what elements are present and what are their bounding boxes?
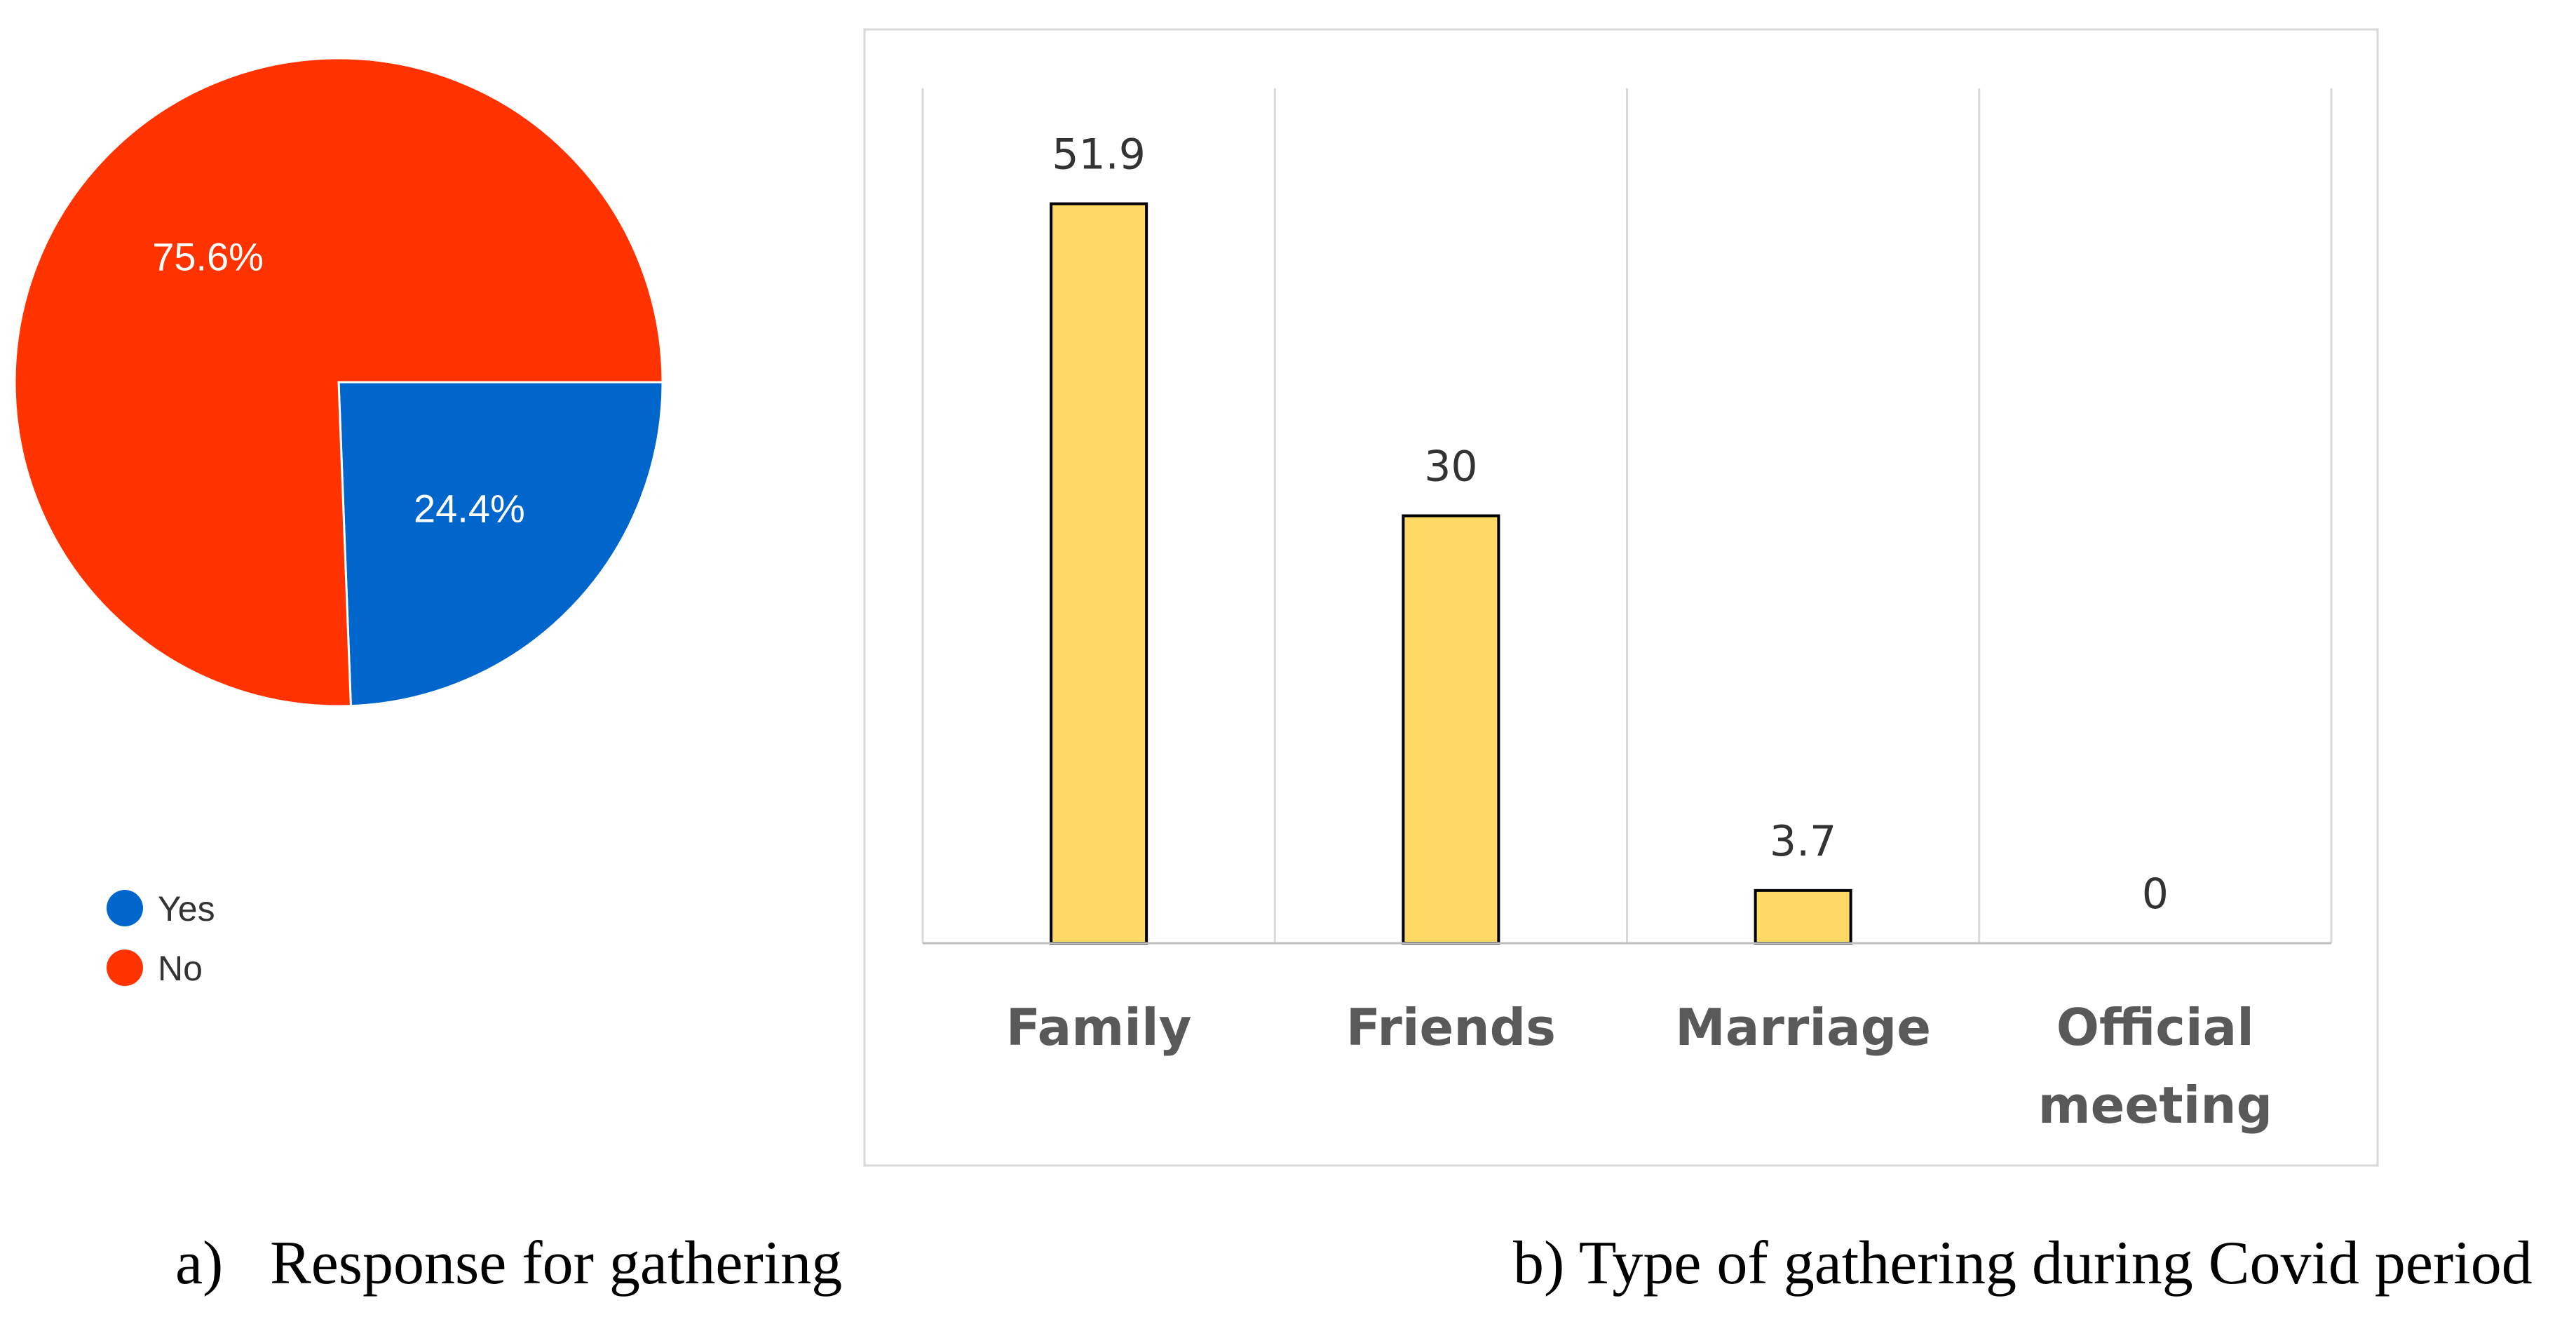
bar-marriage: [1754, 889, 1852, 945]
legend-label-no: No: [158, 949, 203, 988]
legend-marker-yes: [107, 890, 143, 926]
legend-marker-no: [107, 950, 143, 986]
data-label-family: 51.9: [1052, 130, 1146, 180]
data-label-marriage: 3.7: [1770, 817, 1836, 866]
legend-label-yes: Yes: [158, 889, 215, 928]
caption-a: Response for gathering: [270, 1229, 842, 1297]
bar-friends: [1402, 514, 1500, 945]
category-label-family: Family: [1006, 998, 1192, 1057]
pie-label-yes: 24.4%: [414, 487, 525, 531]
category-label-friends: Friends: [1346, 998, 1556, 1057]
caption-b: b) Type of gathering during Covid period: [1513, 1229, 2533, 1297]
pie-slice-yes: [337, 381, 664, 708]
data-label-official-meeting: 0: [2142, 870, 2169, 919]
pie-slice-no: [13, 57, 664, 708]
data-label-friends: 30: [1424, 442, 1477, 492]
pie-label-no: 75.6%: [152, 235, 264, 279]
caption-a-prefix: a): [175, 1229, 223, 1297]
pie-legend: Yes No: [107, 889, 215, 988]
category-label-marriage: Marriage: [1675, 998, 1931, 1057]
bar-chart: 51.9 Family 30 Friends 3.7 Marriage 0 Official m…: [921, 88, 2333, 1135]
pie-chart: 24.4% 75.6%: [13, 57, 664, 708]
bar-family: [1050, 202, 1148, 945]
category-label-official-meeting: Official meeting: [2038, 998, 2273, 1135]
